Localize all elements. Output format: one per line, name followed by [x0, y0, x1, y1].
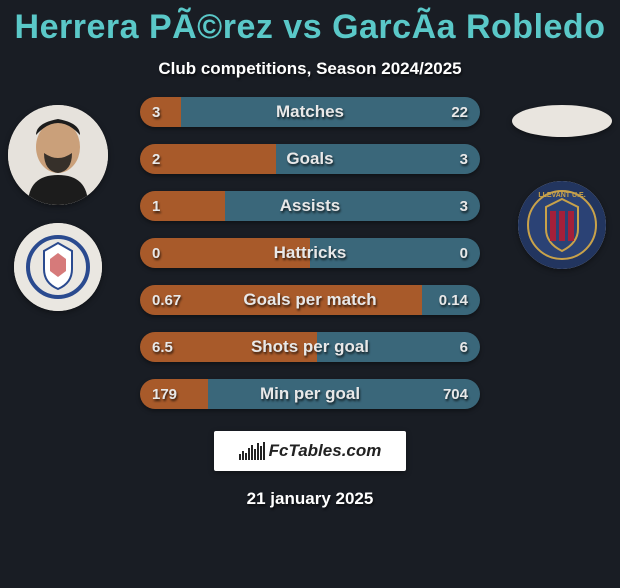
stat-bar: Goals per match0.670.14: [140, 285, 480, 315]
stat-bar-left-fill: [140, 238, 310, 268]
stat-bar: Min per goal179704: [140, 379, 480, 409]
stat-bar-right-fill: [276, 144, 480, 174]
stat-bar-right-fill: [422, 285, 480, 315]
stat-bar-right-fill: [225, 191, 480, 221]
club-left-badge: [14, 223, 102, 311]
stat-bar-right-fill: [208, 379, 480, 409]
stat-bar-left-fill: [140, 144, 276, 174]
stat-bar-left-fill: [140, 191, 225, 221]
stat-bar-right-fill: [317, 332, 480, 362]
stat-bars: Matches322 Goals23 Assists13 Hattricks00 Goa…: [140, 97, 480, 409]
stat-bar: Assists13: [140, 191, 480, 221]
club-left-badge-svg: [14, 223, 102, 311]
svg-text:LLEVANT U.E.: LLEVANT U.E.: [538, 192, 585, 199]
stat-bar-right-fill: [310, 238, 480, 268]
fctables-logo-text: FcTables.com: [269, 441, 382, 461]
comparison-subtitle: Club competitions, Season 2024/2025: [0, 59, 620, 79]
stat-bar: Hattricks00: [140, 238, 480, 268]
player-left-avatar-svg: [8, 105, 108, 205]
stat-bar-left-fill: [140, 332, 317, 362]
player-right-placeholder: [512, 105, 612, 137]
stat-bar-left-fill: [140, 379, 208, 409]
stat-bar: Goals23: [140, 144, 480, 174]
stat-bar: Shots per goal6.56: [140, 332, 480, 362]
left-side-column: [8, 105, 108, 311]
comparison-stage: LLEVANT U.E. Matches322 Goals23 Assists13 H…: [0, 97, 620, 409]
comparison-title: Herrera PÃ©rez vs GarcÃ­a Robledo: [0, 8, 620, 47]
fctables-logo-box: FcTables.com: [214, 431, 406, 471]
comparison-date: 21 january 2025: [0, 489, 620, 509]
player-left-avatar: [8, 105, 108, 205]
stat-bar: Matches322: [140, 97, 480, 127]
stat-bar-right-fill: [181, 97, 480, 127]
stat-bar-left-fill: [140, 97, 181, 127]
club-right-badge-svg: LLEVANT U.E.: [518, 181, 606, 269]
right-side-column: LLEVANT U.E.: [512, 105, 612, 269]
stat-bar-left-fill: [140, 285, 422, 315]
club-right-badge: LLEVANT U.E.: [518, 181, 606, 269]
mini-chart-icon: [239, 442, 265, 460]
